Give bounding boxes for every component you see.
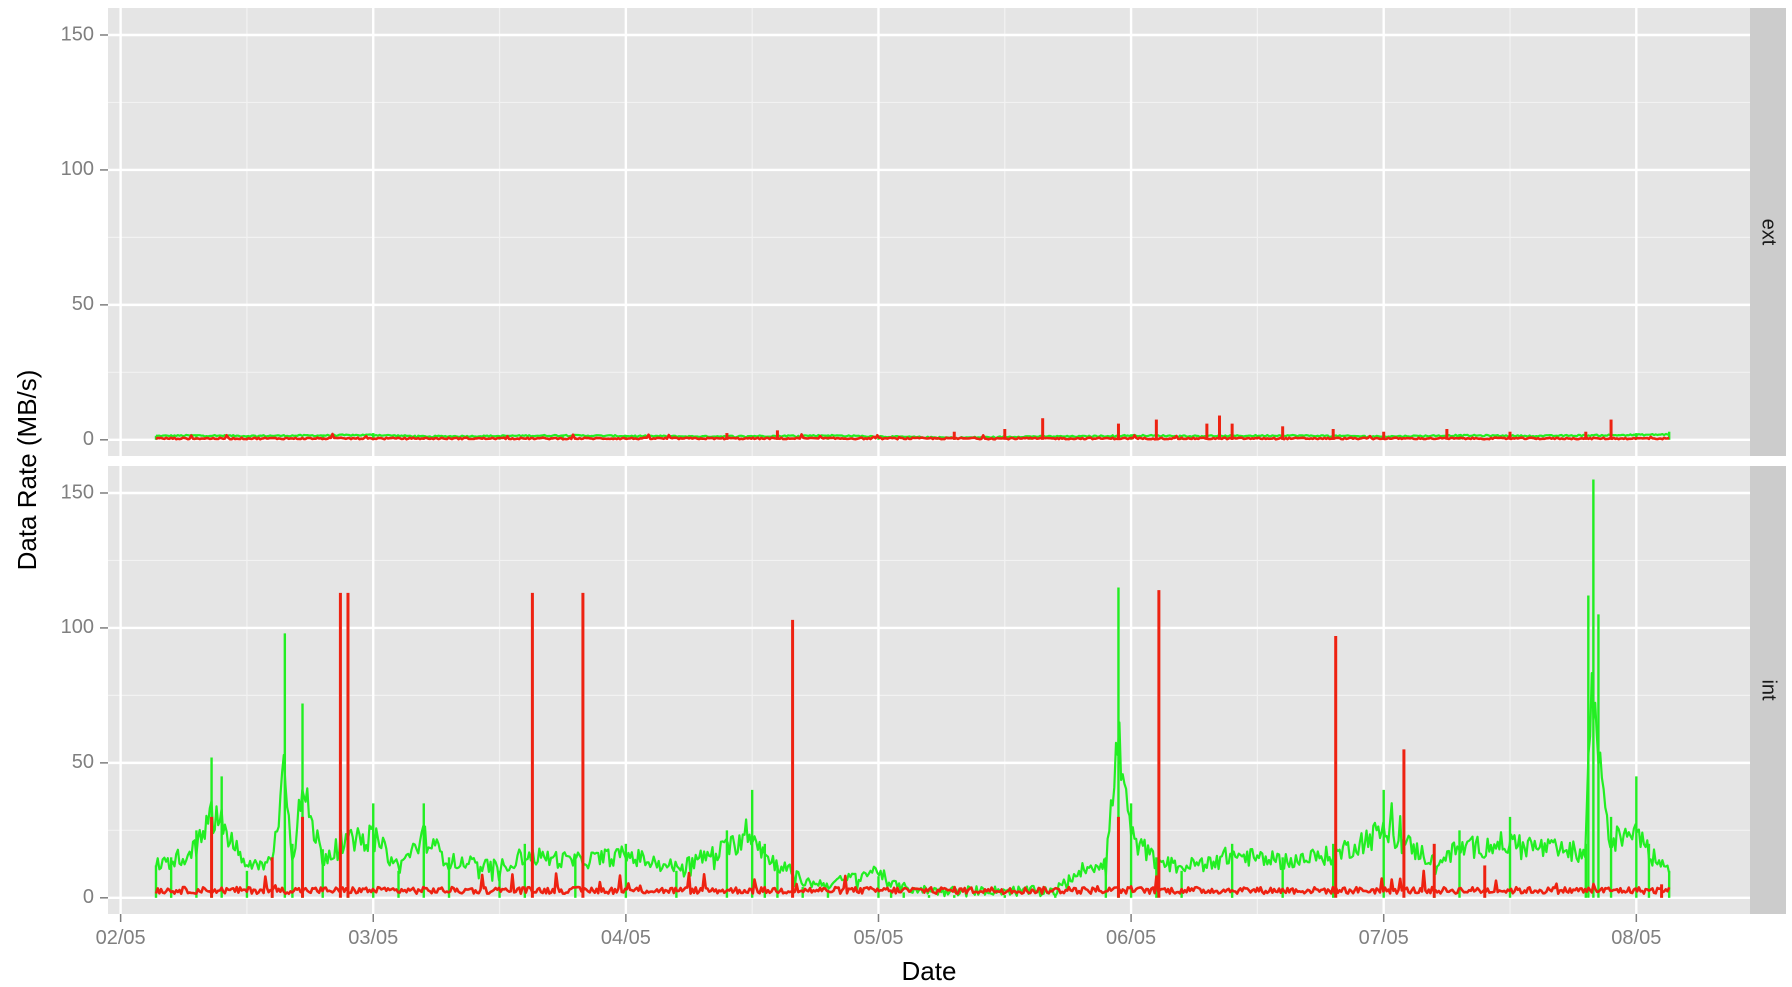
strip-ext-label: ext [1758,219,1780,246]
panel-int-series [154,479,1671,898]
panel-ext-grid [108,8,1750,456]
x-tick-label: 03/05 [348,927,398,949]
y-tick-label: 50 [72,293,94,315]
series-line [154,672,1671,898]
series-line [154,869,1671,896]
x-tick-label: 04/05 [601,927,651,949]
y-tick-label: 100 [61,616,94,638]
y-axis-title: Data Rate (MB/s) [12,370,42,571]
y-tick-label: 150 [61,481,94,503]
y-tick-label: 0 [83,886,94,908]
strip-int-label: int [1758,679,1780,701]
panel-int-y-axis: 0 50 100 150 [61,481,108,908]
y-tick-label: 100 [61,158,94,180]
x-axis-title: Date [902,956,957,986]
panel-ext-background [108,8,1750,456]
x-tick-label: 02/05 [96,927,146,949]
y-tick-label: 150 [61,23,94,45]
panel-ext-series [154,415,1671,441]
strip-int-background [1750,466,1786,914]
y-tick-label: 0 [83,428,94,450]
x-tick-label: 06/05 [1106,927,1156,949]
x-axis: 02/05 03/05 04/05 05/05 06/05 07/05 08/05 [96,914,1661,949]
panel-ext-y-axis: 0 50 100 150 [61,23,108,450]
series-line [155,432,1670,441]
x-tick-label: 05/05 [853,927,903,949]
y-tick-label: 50 [72,751,94,773]
strip-ext-background [1750,8,1786,456]
x-tick-label: 08/05 [1611,927,1661,949]
x-tick-label: 07/05 [1359,927,1409,949]
